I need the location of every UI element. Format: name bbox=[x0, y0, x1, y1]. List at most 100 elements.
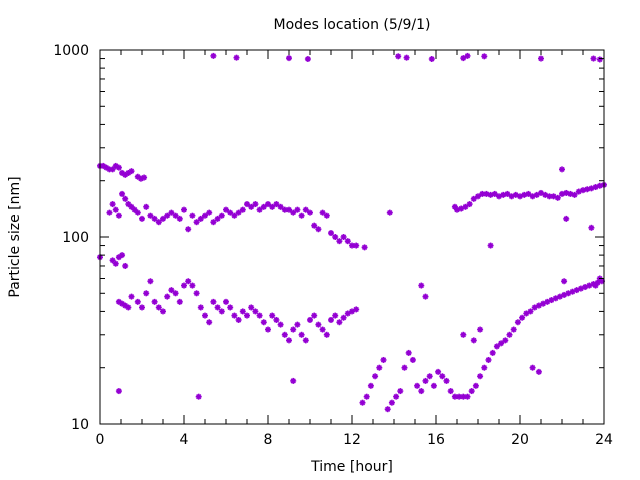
data-point bbox=[119, 169, 126, 176]
data-point bbox=[151, 215, 158, 222]
data-point bbox=[359, 399, 366, 406]
data-point bbox=[447, 388, 454, 395]
data-point bbox=[498, 340, 505, 347]
data-point bbox=[265, 326, 271, 333]
data-point bbox=[401, 364, 408, 371]
data-point bbox=[281, 331, 288, 338]
data-point bbox=[244, 312, 250, 319]
data-point bbox=[112, 162, 119, 169]
data-point bbox=[115, 164, 122, 171]
data-point bbox=[479, 190, 486, 197]
data-point bbox=[277, 321, 284, 328]
data-point bbox=[590, 281, 597, 288]
data-point bbox=[559, 166, 565, 173]
data-point bbox=[464, 52, 471, 59]
data-point bbox=[269, 203, 276, 210]
data-point bbox=[260, 203, 267, 210]
data-point bbox=[106, 209, 113, 216]
data-point bbox=[307, 209, 313, 216]
data-point bbox=[315, 321, 322, 328]
data-point bbox=[367, 382, 374, 389]
data-point bbox=[319, 326, 326, 333]
data-point bbox=[344, 310, 351, 317]
data-point bbox=[403, 54, 410, 61]
data-point bbox=[323, 212, 330, 219]
data-point bbox=[304, 56, 311, 63]
data-point bbox=[115, 388, 122, 395]
data-point bbox=[119, 190, 126, 197]
data-point bbox=[475, 193, 481, 200]
data-point bbox=[466, 201, 473, 208]
data-point bbox=[319, 209, 326, 216]
data-point bbox=[430, 382, 437, 389]
x-axis-label: Time [hour] bbox=[310, 459, 393, 475]
data-point bbox=[571, 191, 578, 198]
data-point bbox=[290, 209, 297, 216]
data-point bbox=[119, 252, 126, 259]
data-point bbox=[422, 377, 429, 384]
data-point bbox=[231, 312, 238, 319]
data-point bbox=[470, 195, 477, 202]
data-point bbox=[160, 308, 166, 315]
data-point bbox=[340, 314, 347, 321]
data-point bbox=[409, 356, 416, 363]
y-tick-label: 10 bbox=[71, 417, 89, 433]
data-point bbox=[332, 234, 339, 240]
data-point bbox=[223, 298, 229, 305]
data-point bbox=[189, 282, 196, 289]
data-point bbox=[384, 406, 391, 413]
data-point bbox=[155, 304, 162, 311]
data-point bbox=[185, 226, 192, 233]
data-point bbox=[332, 312, 339, 319]
data-point bbox=[477, 326, 484, 333]
data-point bbox=[535, 368, 542, 375]
y-tick-label: 1000 bbox=[53, 43, 89, 59]
data-point bbox=[109, 201, 116, 208]
data-point bbox=[462, 203, 469, 210]
data-point bbox=[344, 238, 351, 245]
x-tick-label: 24 bbox=[595, 432, 613, 448]
axis-ticks: 0 4 8 12 16 20 24 10 100 1000 bbox=[53, 43, 613, 448]
data-point bbox=[181, 206, 187, 213]
data-point bbox=[227, 209, 234, 216]
data-point bbox=[112, 206, 119, 213]
data-point bbox=[139, 215, 145, 222]
data-point bbox=[134, 298, 141, 305]
data-point bbox=[239, 308, 246, 315]
data-point bbox=[143, 203, 150, 210]
data-point bbox=[307, 316, 313, 323]
data-point bbox=[353, 242, 360, 249]
x-tick-label: 4 bbox=[180, 432, 189, 448]
data-point bbox=[119, 300, 126, 307]
data-point bbox=[336, 319, 343, 326]
data-point bbox=[155, 219, 162, 226]
data-point bbox=[336, 238, 343, 245]
data-point bbox=[176, 215, 183, 222]
data-point bbox=[575, 188, 582, 195]
data-point bbox=[103, 164, 110, 171]
data-point bbox=[529, 364, 536, 371]
data-point bbox=[139, 304, 145, 311]
data-point bbox=[443, 377, 450, 384]
data-point bbox=[128, 168, 135, 175]
data-point bbox=[294, 321, 301, 328]
data-point bbox=[521, 191, 528, 198]
data-point bbox=[363, 393, 370, 400]
data-point bbox=[106, 166, 113, 173]
data-point bbox=[483, 190, 490, 197]
data-point bbox=[460, 331, 467, 338]
data-point bbox=[380, 356, 387, 363]
chart-title: Modes location (5/9/1) bbox=[274, 17, 431, 33]
data-point bbox=[468, 388, 475, 395]
data-point bbox=[588, 224, 595, 231]
data-point bbox=[125, 304, 132, 311]
data-point bbox=[195, 393, 202, 400]
data-point bbox=[477, 373, 484, 380]
data-point bbox=[294, 206, 301, 213]
data-point bbox=[489, 349, 496, 356]
data-point bbox=[464, 393, 471, 400]
data-point bbox=[302, 337, 309, 344]
data-point bbox=[141, 174, 148, 181]
plot-frame bbox=[99, 49, 605, 425]
data-point bbox=[493, 343, 500, 350]
